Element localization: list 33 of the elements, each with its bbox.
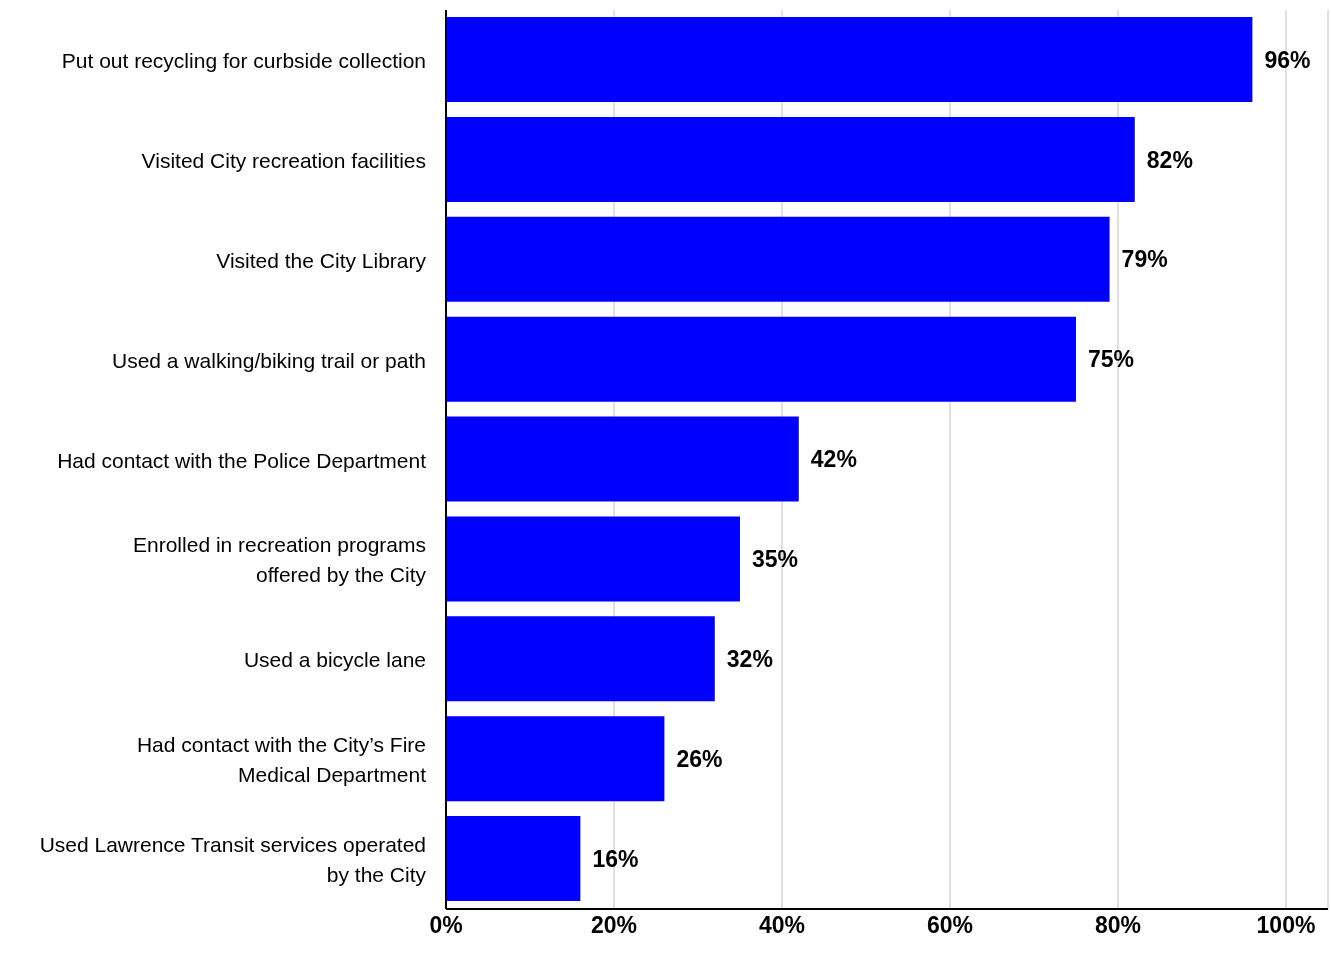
y-tick-label: Had contact with the Police Department (57, 448, 427, 471)
y-tick-label: Visited City recreation facilities (141, 148, 426, 172)
bar (446, 816, 581, 902)
data-label: 26% (676, 745, 723, 772)
data-label: 79% (1121, 246, 1168, 273)
x-tick-label: 40% (758, 912, 806, 939)
y-tick-label: Visited the City Library (216, 248, 427, 272)
data-label: 75% (1088, 346, 1135, 373)
y-tick-label: Used Lawrence Transit services operated by the City (39, 832, 427, 886)
x-tick-label: 80% (1094, 912, 1142, 939)
data-label: 96% (1264, 46, 1311, 73)
y-tick-label: Put out recycling for curbside collection (61, 48, 426, 72)
bar (446, 716, 665, 802)
y-tick-label: Had contact with the City’s Fire Medical Department (136, 732, 427, 786)
bar (446, 116, 1135, 202)
bar (446, 316, 1076, 402)
bar (446, 616, 715, 702)
data-label: 82% (1146, 146, 1193, 173)
y-tick-label: Used a walking/biking trail or path (112, 348, 426, 372)
data-label: 35% (752, 546, 799, 573)
data-label: 32% (726, 646, 773, 672)
y-tick-label: Used a bicycle lane (243, 647, 426, 671)
data-label: 42% (810, 446, 857, 473)
bar (446, 17, 1253, 102)
data-label: 16% (592, 845, 639, 872)
x-tick-label: 100% (1256, 912, 1316, 939)
bar (446, 416, 799, 502)
x-tick-label: 60% (926, 912, 974, 939)
bar (446, 516, 740, 602)
bar (446, 216, 1110, 302)
x-tick-label: 0% (429, 912, 463, 939)
y-tick-label: Enrolled in recreation programs offered by the City (133, 532, 427, 586)
x-tick-label: 20% (590, 912, 638, 939)
